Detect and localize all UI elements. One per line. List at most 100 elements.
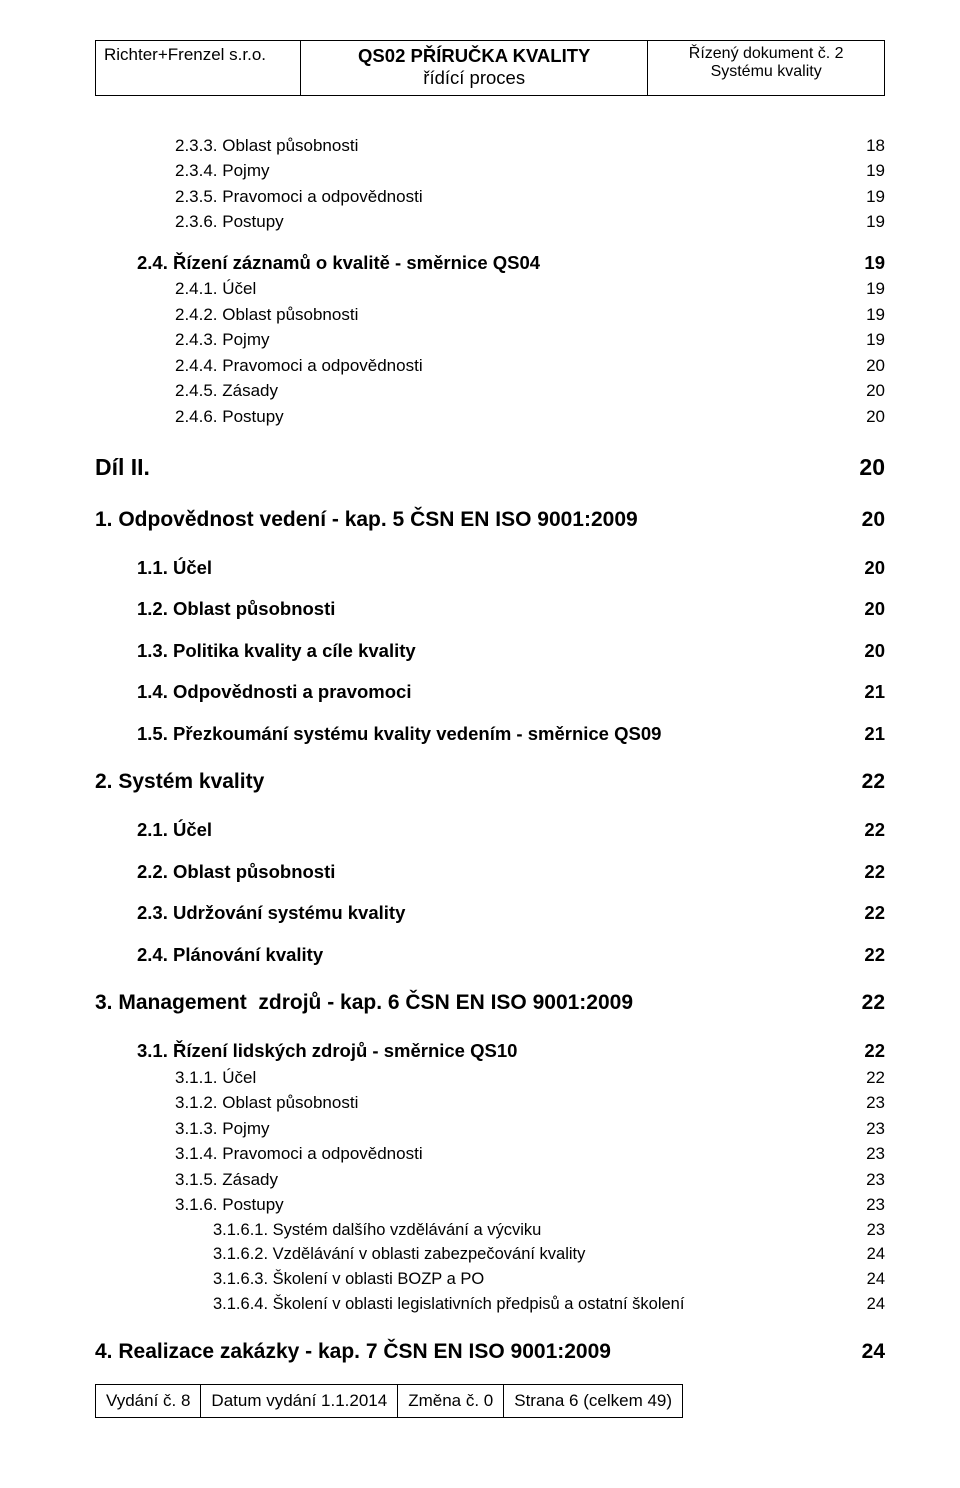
- toc-row: 1.5. Přezkoumání systému kvality vedením…: [95, 721, 885, 747]
- toc-page-number: 20: [853, 405, 885, 428]
- toc-label: 1.5. Přezkoumání systému kvality vedením…: [137, 721, 853, 747]
- toc-page-number: 22: [853, 900, 885, 926]
- toc-page-number: 24: [853, 1268, 885, 1291]
- toc-page-number: 24: [853, 1293, 885, 1316]
- toc-row: 2.3.6. Postupy19: [95, 210, 885, 233]
- header-table: Richter+Frenzel s.r.o. QS02 PŘÍRUČKA KVA…: [95, 40, 885, 96]
- toc-label: 1. Odpovědnost vedení - kap. 5 ČSN EN IS…: [95, 506, 853, 535]
- toc-row: 3.1.6.2. Vzdělávání v oblasti zabezpečov…: [95, 1243, 885, 1266]
- toc-label: 2.4.3. Pojmy: [175, 328, 853, 351]
- toc-label: 1.4. Odpovědnosti a pravomoci: [137, 679, 853, 705]
- toc-label: 2.4.5. Zásady: [175, 379, 853, 402]
- toc-label: 2.3.4. Pojmy: [175, 159, 853, 182]
- toc-row: 2.1. Účel22: [95, 817, 885, 843]
- footer-date: Datum vydání 1.1.2014: [201, 1385, 398, 1418]
- toc-page-number: 23: [853, 1168, 885, 1191]
- toc-label: 2.3.5. Pravomoci a odpovědnosti: [175, 185, 853, 208]
- toc-page-number: 22: [853, 768, 885, 797]
- toc-page-number: 19: [853, 303, 885, 326]
- toc-row: 3. Management zdrojů - kap. 6 ČSN EN ISO…: [95, 989, 885, 1018]
- toc-page-number: 22: [853, 942, 885, 968]
- toc-row: 3.1.6.3. Školení v oblasti BOZP a PO24: [95, 1268, 885, 1291]
- toc-row: 2.3. Udržování systému kvality22: [95, 900, 885, 926]
- page: Richter+Frenzel s.r.o. QS02 PŘÍRUČKA KVA…: [0, 0, 960, 1488]
- toc-page-number: 20: [853, 638, 885, 664]
- toc-page-number: 22: [853, 989, 885, 1018]
- toc-label: 2.3. Udržování systému kvality: [137, 900, 853, 926]
- toc-label: 2.4.2. Oblast působnosti: [175, 303, 853, 326]
- toc-row: 1.3. Politika kvality a cíle kvality20: [95, 638, 885, 664]
- toc-label: 2.4.1. Účel: [175, 277, 853, 300]
- toc-label: Díl II.: [95, 452, 853, 484]
- toc-page-number: 23: [853, 1219, 885, 1242]
- toc-page-number: 24: [853, 1338, 885, 1367]
- toc-row: 3.1.6.1. Systém dalšího vzdělávání a výc…: [95, 1219, 885, 1242]
- toc-page-number: 22: [853, 1038, 885, 1064]
- header-subtitle: řídící proces: [309, 67, 639, 89]
- header-title: QS02 PŘÍRUČKA KVALITY: [309, 45, 639, 67]
- toc-row: 2.4.6. Postupy20: [95, 405, 885, 428]
- header-right-cell: Řízený dokument č. 2 Systému kvality: [648, 41, 885, 96]
- toc-label: 3.1.6.3. Školení v oblasti BOZP a PO: [213, 1268, 853, 1291]
- toc-label: 2.4.4. Pravomoci a odpovědnosti: [175, 354, 853, 377]
- footer-page: Strana 6 (celkem 49): [504, 1385, 683, 1418]
- toc-label: 3.1.6.4. Školení v oblasti legislativníc…: [213, 1293, 853, 1316]
- toc-page-number: 23: [853, 1193, 885, 1216]
- toc-page-number: 22: [853, 1066, 885, 1089]
- footer-edition: Vydání č. 8: [96, 1385, 201, 1418]
- toc-label: 3.1.6.2. Vzdělávání v oblasti zabezpečov…: [213, 1243, 853, 1266]
- toc-page-number: 23: [853, 1142, 885, 1165]
- toc-label: 2.4.6. Postupy: [175, 405, 853, 428]
- toc-label: 2.3.3. Oblast působnosti: [175, 134, 853, 157]
- toc-page-number: 22: [853, 859, 885, 885]
- toc-row: 4. Realizace zakázky - kap. 7 ČSN EN ISO…: [95, 1338, 885, 1367]
- toc-label: 3.1.5. Zásady: [175, 1168, 853, 1191]
- toc-page-number: 19: [853, 210, 885, 233]
- toc-row: 3.1.6.4. Školení v oblasti legislativníc…: [95, 1293, 885, 1316]
- toc-page-number: 20: [853, 452, 885, 484]
- toc-row: 3.1.5. Zásady23: [95, 1168, 885, 1191]
- toc-label: 3. Management zdrojů - kap. 6 ČSN EN ISO…: [95, 989, 853, 1018]
- toc-row: 2.4.3. Pojmy19: [95, 328, 885, 351]
- toc-page-number: 21: [853, 679, 885, 705]
- toc-row: 2.3.5. Pravomoci a odpovědnosti19: [95, 185, 885, 208]
- toc-label: 2.4. Řízení záznamů o kvalitě - směrnice…: [137, 250, 853, 276]
- toc-label: 3.1.1. Účel: [175, 1066, 853, 1089]
- toc-page-number: 20: [853, 354, 885, 377]
- toc-label: 1.2. Oblast působnosti: [137, 596, 853, 622]
- toc-row: 2.4.1. Účel19: [95, 277, 885, 300]
- toc-row: 2.4.2. Oblast působnosti19: [95, 303, 885, 326]
- toc-row: 1.1. Účel20: [95, 555, 885, 581]
- toc-row: 2.4. Plánování kvality22: [95, 942, 885, 968]
- toc-page-number: 23: [853, 1091, 885, 1114]
- toc-page-number: 21: [853, 721, 885, 747]
- toc-page-number: 23: [853, 1117, 885, 1140]
- toc-row: 2.3.3. Oblast působnosti18: [95, 134, 885, 157]
- toc-page-number: 18: [853, 134, 885, 157]
- toc-page-number: 19: [853, 328, 885, 351]
- toc-label: 3.1.2. Oblast působnosti: [175, 1091, 853, 1114]
- toc-label: 3.1.4. Pravomoci a odpovědnosti: [175, 1142, 853, 1165]
- header-mid-cell: QS02 PŘÍRUČKA KVALITY řídící proces: [301, 41, 648, 96]
- toc-label: 2. Systém kvality: [95, 768, 853, 797]
- toc-row: 3.1. Řízení lidských zdrojů - směrnice Q…: [95, 1038, 885, 1064]
- toc-page-number: 20: [853, 379, 885, 402]
- toc-label: 2.1. Účel: [137, 817, 853, 843]
- toc-page-number: 20: [853, 596, 885, 622]
- header-docnum: Řízený dokument č. 2: [656, 45, 876, 63]
- toc-label: 1.1. Účel: [137, 555, 853, 581]
- toc-label: 3.1. Řízení lidských zdrojů - směrnice Q…: [137, 1038, 853, 1064]
- toc-row: 2.2. Oblast působnosti22: [95, 859, 885, 885]
- toc-page-number: 19: [853, 159, 885, 182]
- toc-label: 1.3. Politika kvality a cíle kvality: [137, 638, 853, 664]
- header-left-cell: Richter+Frenzel s.r.o.: [96, 41, 301, 96]
- toc-row: 3.1.1. Účel22: [95, 1066, 885, 1089]
- toc-row: 1.4. Odpovědnosti a pravomoci21: [95, 679, 885, 705]
- toc-label: 2.3.6. Postupy: [175, 210, 853, 233]
- toc-row: 2.4.5. Zásady20: [95, 379, 885, 402]
- toc-row: 1.2. Oblast působnosti20: [95, 596, 885, 622]
- header-system: Systému kvality: [656, 63, 876, 81]
- header-company: Richter+Frenzel s.r.o.: [104, 45, 266, 64]
- toc-row: 2.3.4. Pojmy19: [95, 159, 885, 182]
- toc-row: 2.4. Řízení záznamů o kvalitě - směrnice…: [95, 250, 885, 276]
